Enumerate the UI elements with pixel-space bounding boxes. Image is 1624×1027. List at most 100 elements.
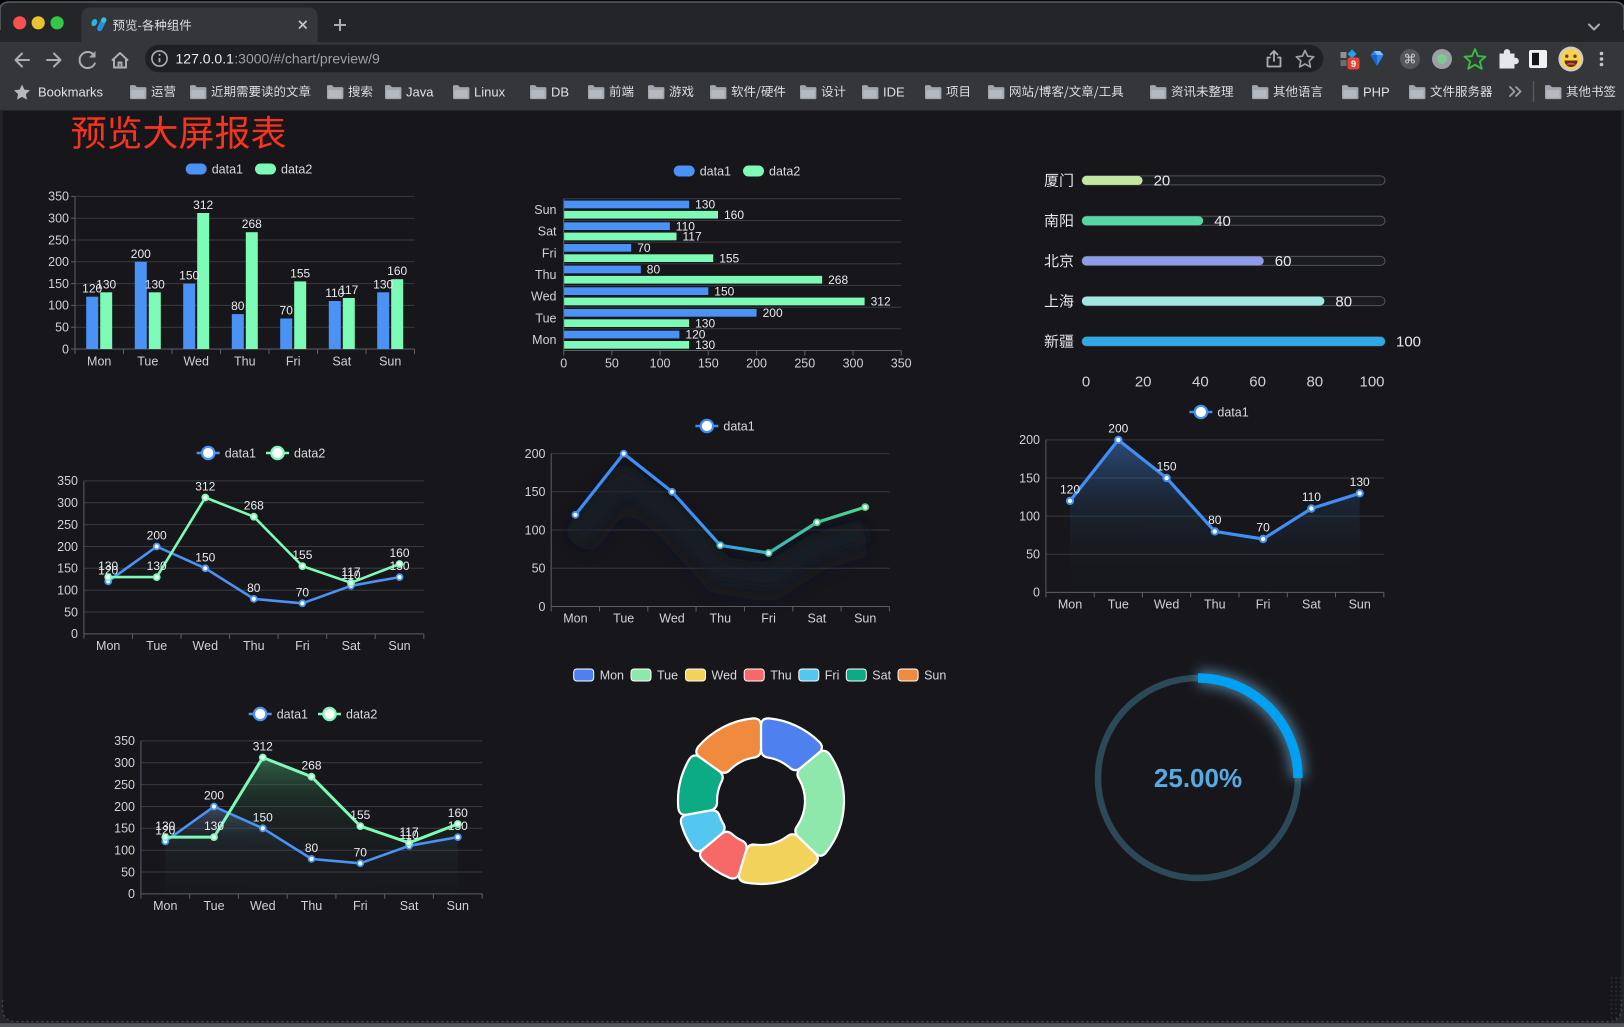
svg-text:Fri: Fri [1256,598,1271,612]
svg-text:70: 70 [637,241,651,255]
svg-text:127.0.0.1: 127.0.0.1 [176,50,235,66]
svg-text:130: 130 [98,559,118,573]
svg-text:80: 80 [647,263,661,277]
svg-text:40: 40 [1214,213,1231,230]
svg-text:200: 200 [525,447,546,461]
svg-text:160: 160 [389,546,409,560]
svg-text:150: 150 [195,550,215,564]
svg-text:268: 268 [828,273,848,287]
svg-text:80: 80 [231,299,245,313]
svg-text:Mon: Mon [1058,598,1082,612]
svg-text:0: 0 [1082,374,1090,391]
svg-text:Mon: Mon [532,333,556,347]
svg-text:312: 312 [253,740,273,754]
svg-text:Tue: Tue [1108,598,1129,612]
svg-text:250: 250 [114,778,135,792]
svg-text:120: 120 [1060,482,1080,496]
svg-text:Linux: Linux [474,84,506,99]
svg-text:Sun: Sun [1349,598,1371,612]
svg-text:130: 130 [448,819,468,833]
svg-text:150: 150 [698,357,719,371]
svg-text:0: 0 [71,627,78,641]
svg-text:268: 268 [301,759,321,773]
svg-text:155: 155 [350,808,370,822]
svg-text:80: 80 [247,581,261,595]
svg-text:268: 268 [244,499,264,513]
svg-text:80: 80 [1208,513,1222,527]
svg-text:117: 117 [341,565,360,579]
svg-text:150: 150 [714,284,734,298]
svg-text:Thu: Thu [535,268,557,282]
svg-text:200: 200 [1019,433,1040,447]
svg-text:Tue: Tue [657,669,678,683]
svg-text:Sat: Sat [342,639,361,653]
svg-text:Thu: Thu [234,355,256,369]
svg-text:50: 50 [64,605,78,619]
svg-text:Tue: Tue [535,311,556,325]
svg-text:Wed: Wed [659,612,685,626]
svg-text:Wed: Wed [250,899,276,913]
svg-text:117: 117 [400,825,419,839]
svg-text:250: 250 [794,357,815,371]
svg-text:110: 110 [1302,490,1321,504]
svg-text:Sat: Sat [332,355,351,369]
svg-text:Thu: Thu [770,669,792,683]
svg-text:Mon: Mon [153,899,177,913]
svg-text:130: 130 [695,198,715,212]
svg-text:Tue: Tue [203,899,224,913]
svg-text:150: 150 [253,810,273,824]
svg-text:25.00%: 25.00% [1154,763,1242,793]
svg-text:data1: data1 [212,162,243,176]
svg-text:0: 0 [62,342,69,356]
svg-text:Mon: Mon [96,639,120,653]
svg-text:70: 70 [296,585,310,599]
svg-text:130: 130 [373,277,393,291]
svg-text:200: 200 [131,247,151,261]
svg-text:117: 117 [339,283,358,297]
svg-text:100: 100 [525,523,546,537]
svg-text:Sat: Sat [808,612,827,626]
svg-text:130: 130 [695,316,715,330]
svg-text:Sat: Sat [400,899,419,913]
svg-text:data2: data2 [769,164,800,178]
svg-text:50: 50 [55,321,69,335]
svg-text:Wed: Wed [712,669,738,683]
svg-text:350: 350 [114,734,135,748]
svg-text:300: 300 [57,496,78,510]
svg-text:300: 300 [843,357,864,371]
svg-text:9: 9 [1351,59,1356,70]
svg-text:50: 50 [532,562,546,576]
svg-text:312: 312 [193,198,213,212]
svg-text:Wed: Wed [193,639,219,653]
svg-text:50: 50 [121,865,135,879]
svg-text:Mon: Mon [563,612,587,626]
svg-text:Sat: Sat [1302,598,1321,612]
svg-text:100: 100 [1396,334,1421,351]
svg-text:70: 70 [354,845,368,859]
svg-text:0: 0 [539,600,546,614]
svg-text:Fri: Fri [542,246,557,260]
svg-text:300: 300 [48,212,69,226]
svg-text:data1: data1 [1217,405,1248,419]
svg-text:117: 117 [683,230,702,244]
svg-text:data1: data1 [723,419,754,433]
svg-text:120: 120 [155,823,175,837]
svg-text:60: 60 [1249,374,1266,391]
svg-text:Fri: Fri [286,355,301,369]
svg-text:130: 130 [96,277,116,291]
svg-text:0: 0 [1033,586,1040,600]
svg-text:160: 160 [448,806,468,820]
svg-text:350: 350 [48,190,69,204]
svg-text:80: 80 [1306,374,1323,391]
svg-text:DB: DB [551,84,569,99]
svg-text:110: 110 [400,828,419,842]
svg-text:120: 120 [98,563,118,577]
svg-text:200: 200 [57,540,78,554]
svg-text:Sat: Sat [538,225,557,239]
svg-text:Fri: Fri [353,899,368,913]
svg-text:160: 160 [724,208,744,222]
svg-text:100: 100 [57,584,78,598]
svg-text:155: 155 [719,251,739,265]
svg-text:250: 250 [57,518,78,532]
svg-text:312: 312 [871,295,891,309]
